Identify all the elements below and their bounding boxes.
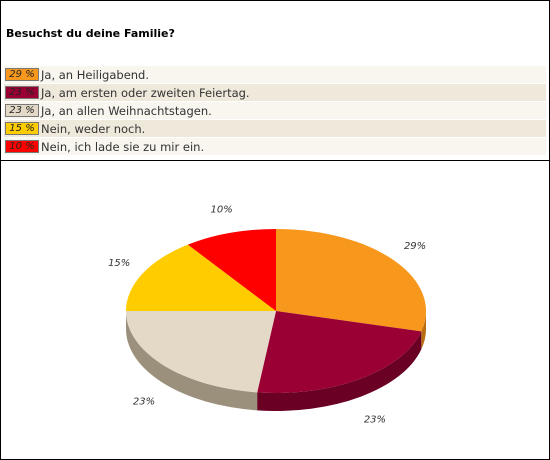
legend-swatch-0: 29 %: [5, 68, 39, 81]
poll-legend: 29 % Ja, an Heiligabend. 23 % Ja, am ers…: [4, 66, 546, 156]
legend-label-3: Nein, weder noch.: [41, 121, 146, 136]
divider: [1, 160, 549, 161]
pie-slice-2: [126, 311, 276, 393]
legend-label-4: Nein, ich lade sie zu mir ein.: [41, 139, 205, 154]
pie-label-0: 29%: [404, 241, 426, 252]
pie-slice-1: [257, 311, 422, 393]
legend-item: 23 % Ja, an allen Weihnachtstagen.: [4, 102, 546, 119]
legend-item: 23 % Ja, am ersten oder zweiten Feiertag…: [4, 84, 546, 101]
legend-item: 15 % Nein, weder noch.: [4, 120, 546, 137]
pie-slice-3: [126, 244, 276, 311]
pie-side-2: [126, 311, 258, 411]
legend-swatch-3: 15 %: [5, 122, 39, 135]
pie-label-4: 10%: [210, 204, 232, 215]
legend-label-1: Ja, am ersten oder zweiten Feiertag.: [41, 85, 250, 100]
legend-swatch-2: 23 %: [5, 104, 39, 117]
legend-item: 29 % Ja, an Heiligabend.: [4, 66, 546, 83]
legend-swatch-4: 10 %: [5, 140, 39, 153]
pie-chart: 29% 23% 23% 15% 10%: [108, 204, 427, 425]
poll-question: Besuchst du deine Familie?: [6, 27, 175, 40]
legend-label-0: Ja, an Heiligabend.: [41, 67, 150, 82]
pie-label-2: 23%: [133, 396, 155, 407]
legend-swatch-1: 23 %: [5, 86, 39, 99]
pie-slice-0: [276, 229, 427, 332]
pie-side-0: [421, 311, 426, 350]
pie-side-1: [257, 331, 422, 411]
pie-slice-4: [187, 229, 276, 311]
legend-label-2: Ja, an allen Weihnachtstagen.: [41, 103, 212, 118]
legend-item: 10 % Nein, ich lade sie zu mir ein.: [4, 138, 546, 155]
pie-label-3: 15%: [108, 258, 130, 269]
pie-label-1: 23%: [364, 414, 386, 425]
